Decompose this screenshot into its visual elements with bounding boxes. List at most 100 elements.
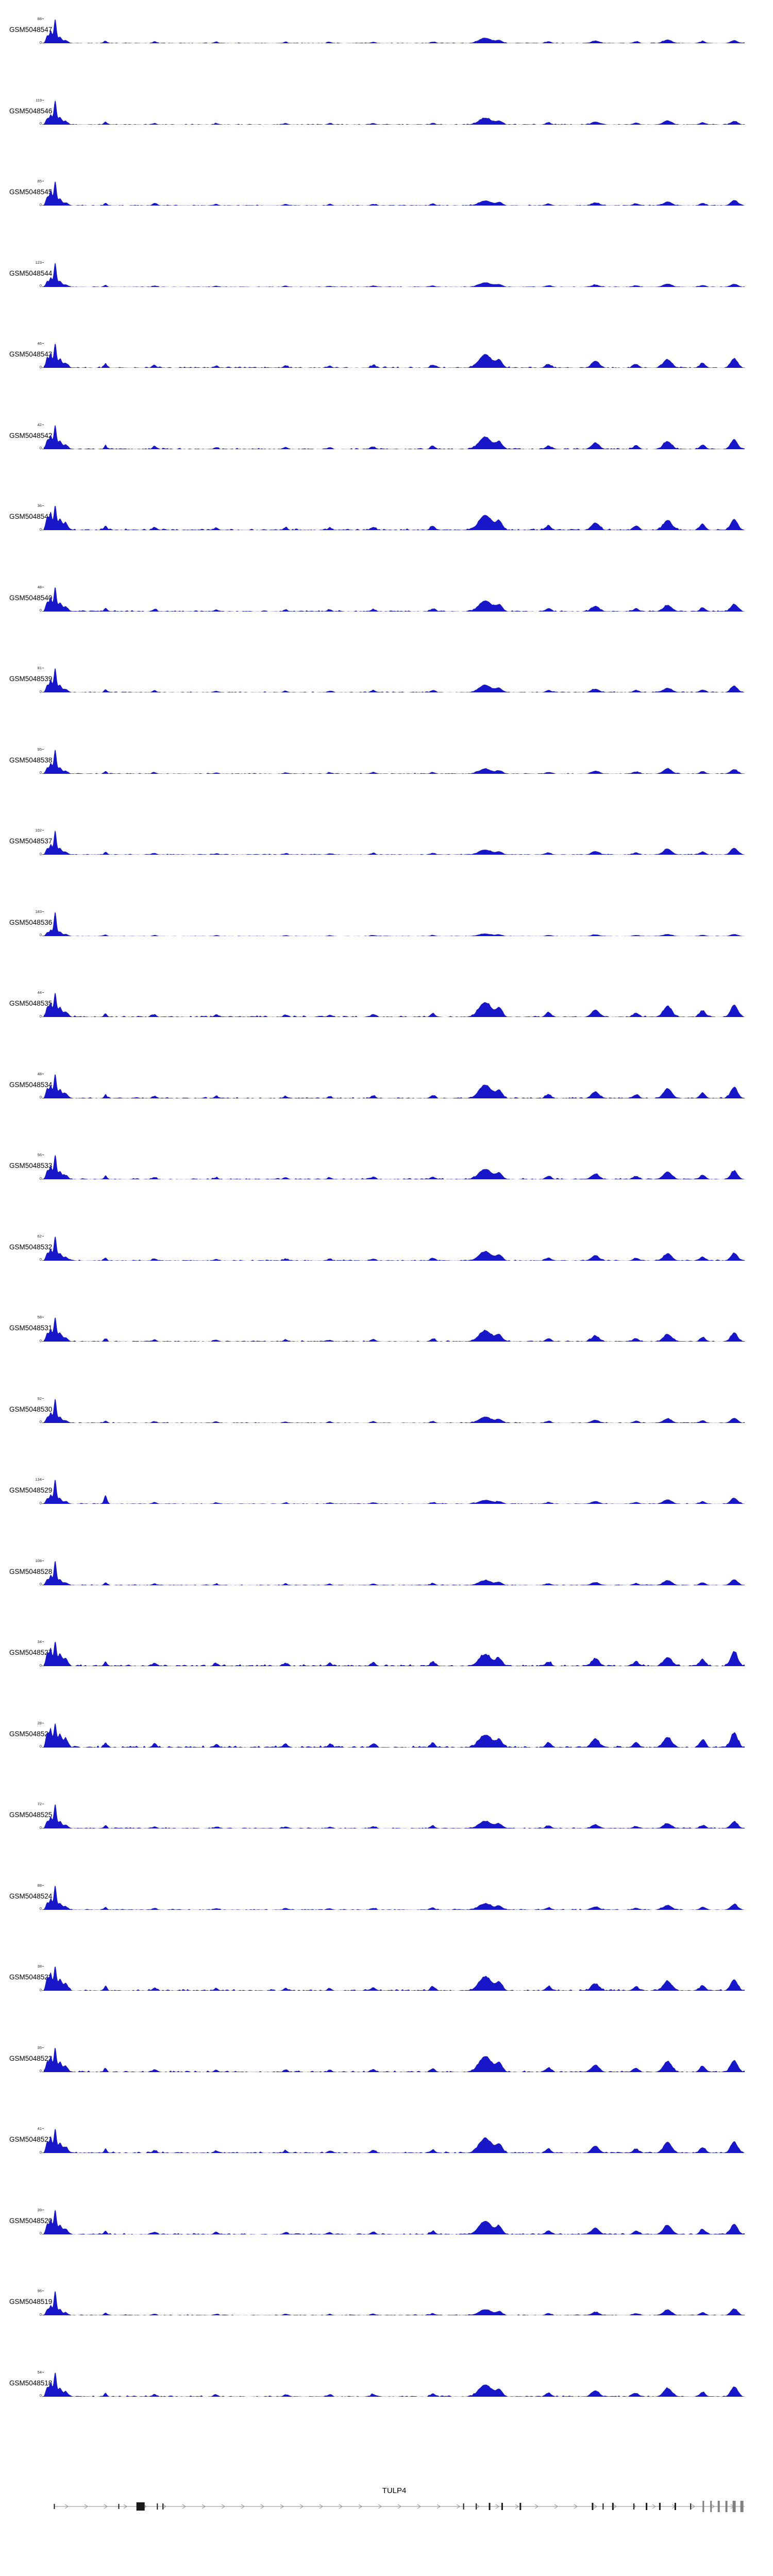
y-axis-zero-label: 0 xyxy=(39,1419,42,1424)
strand-arrow-icon xyxy=(339,2504,343,2509)
signal-track: GSM5048529 134 0 xyxy=(0,1474,773,1555)
y-axis-tick xyxy=(42,343,44,344)
y-axis-zero-label: 0 xyxy=(39,1825,42,1830)
track-label: GSM5048526 xyxy=(9,1730,53,1738)
y-axis-max-label: 48 xyxy=(37,1071,42,1076)
coverage-plot: 81 0 xyxy=(38,666,745,693)
coverage-plot: 134 0 xyxy=(35,1478,745,1505)
coverage-plot: 183 0 xyxy=(35,909,745,937)
coverage-plot: 41 0 xyxy=(38,2127,745,2154)
strand-arrow-icon xyxy=(84,2504,88,2509)
y-axis-zero-label: 0 xyxy=(39,446,42,450)
y-axis-tick xyxy=(42,367,44,368)
y-axis-tick xyxy=(42,2047,44,2048)
y-axis-max-label: 81 xyxy=(37,666,42,670)
coverage-plot: 72 0 xyxy=(38,1802,745,1829)
coverage-plot: 119 0 xyxy=(36,98,745,125)
y-axis-tick xyxy=(42,1747,44,1748)
y-axis-tick xyxy=(42,124,44,125)
y-axis-zero-label: 0 xyxy=(39,2393,42,2398)
strand-arrow-icon xyxy=(221,2504,225,2509)
y-axis-max-label: 34 xyxy=(37,1639,42,1644)
strand-arrow-icon xyxy=(64,2504,69,2509)
y-axis-max-label: 39 xyxy=(37,2207,42,2212)
strand-arrow-icon xyxy=(201,2504,206,2509)
y-axis-zero-label: 0 xyxy=(39,933,42,937)
y-axis-max-label: 95 xyxy=(37,747,42,752)
y-axis-tick xyxy=(42,773,44,774)
coverage-plot: 38 0 xyxy=(38,1964,745,1992)
coverage-signal xyxy=(44,425,745,449)
track-label: GSM5048544 xyxy=(9,269,53,277)
signal-track: GSM5048525 72 0 xyxy=(0,1799,773,1880)
signal-track: GSM5048522 35 0 xyxy=(0,2042,773,2124)
y-axis-max-label: 72 xyxy=(37,1802,42,1806)
signal-track: GSM5048536 183 0 xyxy=(0,906,773,988)
y-axis-max-label: 58 xyxy=(37,1315,42,1319)
strand-arrow-icon xyxy=(456,2504,460,2509)
strand-arrow-icon xyxy=(417,2504,421,2509)
coverage-plot: 102 0 xyxy=(35,828,745,856)
track-label: GSM5048519 xyxy=(9,2298,53,2306)
track-label: GSM5048539 xyxy=(9,675,53,683)
coverage-plot: 56 0 xyxy=(38,1153,745,1180)
track-label: GSM5048530 xyxy=(9,1405,53,1413)
signal-track: GSM5048540 48 0 xyxy=(0,582,773,663)
signal-track: GSM5048523 38 0 xyxy=(0,1961,773,2042)
coverage-plot: 36 0 xyxy=(38,504,745,531)
y-axis-zero-label: 0 xyxy=(39,1663,42,1668)
y-axis-tick xyxy=(42,1641,44,1642)
coverage-signal xyxy=(44,506,745,530)
coverage-plot: 123 0 xyxy=(35,260,745,287)
signal-track: GSM5048534 48 0 xyxy=(0,1069,773,1150)
signal-track: GSM5048535 44 0 xyxy=(0,987,773,1069)
gene-name-label: TULP4 xyxy=(382,2486,407,2495)
gene-model-track xyxy=(54,2501,745,2512)
y-axis-max-label: 54 xyxy=(37,2369,42,2375)
coverage-signal xyxy=(44,2129,745,2153)
track-label: GSM5048541 xyxy=(9,513,53,520)
coverage-signal xyxy=(44,2291,745,2315)
exon-box xyxy=(54,2504,55,2509)
signal-track: GSM5048526 28 0 xyxy=(0,1718,773,1799)
signal-track: GSM5048537 102 0 xyxy=(0,825,773,906)
track-label: GSM5048535 xyxy=(9,999,53,1007)
track-label: GSM5048532 xyxy=(9,1243,53,1251)
coverage-signal xyxy=(44,2047,745,2072)
exon-box xyxy=(646,2503,648,2510)
exon-box xyxy=(602,2503,604,2510)
track-label: GSM5048518 xyxy=(9,2379,53,2387)
strand-arrow-icon xyxy=(593,2504,597,2509)
strand-arrow-icon xyxy=(476,2504,480,2509)
coverage-plot: 28 0 xyxy=(38,1721,745,1748)
y-axis-max-label: 183 xyxy=(35,909,42,914)
strand-arrow-icon xyxy=(534,2504,539,2509)
coverage-signal xyxy=(44,749,745,774)
signal-track: GSM5048528 108 0 xyxy=(0,1555,773,1637)
strand-arrow-icon xyxy=(613,2504,617,2509)
coverage-plot: 42 0 xyxy=(38,422,745,450)
y-axis-tick xyxy=(42,992,44,993)
y-axis-zero-label: 0 xyxy=(39,1744,42,1749)
strand-arrow-icon xyxy=(574,2504,578,2509)
strand-arrow-icon xyxy=(241,2504,245,2509)
y-axis-tick xyxy=(42,911,44,912)
strand-arrow-icon xyxy=(104,2504,108,2509)
exon-box xyxy=(501,2503,503,2510)
track-label: GSM5048545 xyxy=(9,188,53,196)
exon-box xyxy=(118,2504,120,2509)
signal-track: GSM5048545 85 0 xyxy=(0,176,773,257)
strand-arrow-icon xyxy=(319,2504,323,2509)
track-label: GSM5048522 xyxy=(9,2054,53,2062)
track-label: GSM5048543 xyxy=(9,350,53,358)
strand-arrow-icon xyxy=(299,2504,304,2509)
coverage-signal xyxy=(44,19,745,43)
track-label: GSM5048542 xyxy=(9,431,53,439)
coverage-plot: 46 0 xyxy=(38,342,745,369)
strand-arrow-icon xyxy=(162,2504,166,2509)
y-axis-zero-label: 0 xyxy=(39,2149,42,2155)
coverage-plot: 48 0 xyxy=(38,1072,745,1099)
y-axis-tick xyxy=(42,1885,44,1886)
coverage-signal xyxy=(44,1236,745,1261)
coverage-signal xyxy=(44,2210,745,2234)
